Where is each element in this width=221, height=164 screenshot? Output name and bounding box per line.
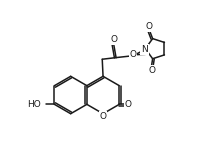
Text: O: O bbox=[110, 35, 117, 44]
Text: O: O bbox=[99, 112, 107, 121]
Text: HO: HO bbox=[27, 100, 41, 109]
Text: O: O bbox=[146, 22, 153, 31]
Text: O: O bbox=[130, 50, 137, 59]
Text: N: N bbox=[141, 45, 148, 54]
Text: O: O bbox=[125, 100, 132, 109]
Text: O: O bbox=[149, 66, 156, 75]
